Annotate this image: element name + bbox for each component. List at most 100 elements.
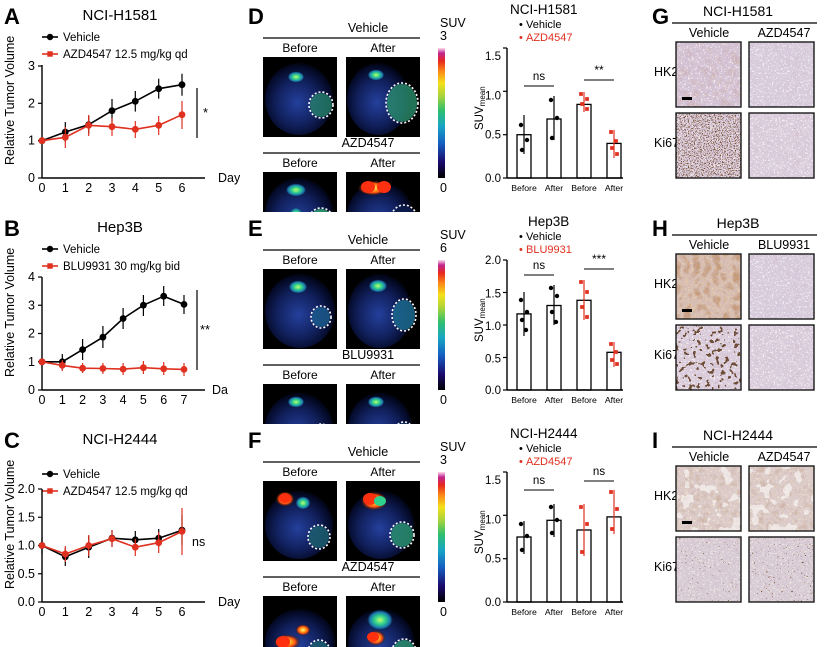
svg-text:2: 2 <box>85 605 92 619</box>
svg-text:7: 7 <box>181 393 188 407</box>
svg-text:Relative Tumor Volume: Relative Tumor Volume <box>3 36 17 165</box>
svg-text:3: 3 <box>109 181 116 195</box>
svg-text:HK2: HK2 <box>654 65 678 79</box>
svg-text:0.5: 0.5 <box>485 354 501 366</box>
svg-text:0.0: 0.0 <box>18 595 35 609</box>
svg-text:0: 0 <box>39 605 46 619</box>
svg-text:Before: Before <box>282 41 318 55</box>
svg-text:BLU9931: BLU9931 <box>526 244 572 256</box>
svg-text:Vehicle: Vehicle <box>63 32 100 44</box>
svg-text:AZD4547 12.5 mg/kg qd: AZD4547 12.5 mg/kg qd <box>63 486 188 498</box>
svg-text:*: * <box>203 105 208 120</box>
svg-text:After: After <box>545 607 563 617</box>
svg-text:1: 1 <box>28 134 35 148</box>
svg-text:SUVmean: SUVmean <box>474 298 487 342</box>
svg-text:6: 6 <box>179 181 186 195</box>
svg-text:**: ** <box>200 322 210 337</box>
svg-text:Day: Day <box>218 171 240 185</box>
svg-text:0: 0 <box>39 181 46 195</box>
svg-text:ns: ns <box>533 260 545 272</box>
svg-text:6: 6 <box>440 241 447 255</box>
svg-text:AZD4547: AZD4547 <box>526 456 572 468</box>
svg-text:Before: Before <box>282 253 318 267</box>
svg-text:4: 4 <box>132 605 139 619</box>
svg-text:Hep3B: Hep3B <box>717 215 760 231</box>
svg-text:0: 0 <box>440 605 447 619</box>
svg-text:6: 6 <box>179 605 186 619</box>
svg-text:After: After <box>370 465 395 479</box>
svg-text:3: 3 <box>109 605 116 619</box>
svg-text:After: After <box>370 253 395 267</box>
svg-text:After: After <box>370 41 395 55</box>
svg-text:1.0: 1.0 <box>485 90 501 102</box>
svg-text:4: 4 <box>120 393 127 407</box>
svg-text:0.0: 0.0 <box>485 385 501 397</box>
svg-text:Day: Day <box>218 595 240 609</box>
svg-text:ns: ns <box>533 475 545 487</box>
svg-text:3: 3 <box>28 59 35 73</box>
svg-text:Relative Tumor Volume: Relative Tumor Volume <box>3 460 17 589</box>
svg-text:BLU9931: BLU9931 <box>758 238 810 252</box>
svg-text:0.5: 0.5 <box>485 130 501 142</box>
svg-text:AZD4547: AZD4547 <box>342 136 395 150</box>
svg-text:**: ** <box>594 63 604 77</box>
svg-text:3: 3 <box>28 298 35 312</box>
svg-text:HK2: HK2 <box>654 489 678 503</box>
svg-text:Before: Before <box>571 183 597 193</box>
svg-text:AZD4547: AZD4547 <box>758 26 811 40</box>
svg-text:Before: Before <box>282 465 318 479</box>
svg-text:AZD4547: AZD4547 <box>342 560 395 574</box>
svg-text:3: 3 <box>440 453 447 467</box>
svg-text:5: 5 <box>155 181 162 195</box>
svg-text:SUV: SUV <box>440 16 466 30</box>
svg-text:SUVmean: SUVmean <box>474 86 487 130</box>
svg-text:SUV: SUV <box>440 440 466 454</box>
svg-text:2: 2 <box>79 393 86 407</box>
svg-text:0: 0 <box>28 171 35 185</box>
svg-text:Da: Da <box>212 383 228 397</box>
svg-text:Before: Before <box>511 607 537 617</box>
svg-text:•: • <box>519 443 523 455</box>
svg-text:SUVmean: SUVmean <box>474 510 487 554</box>
svg-text:Vehicle: Vehicle <box>689 238 729 252</box>
svg-text:Vehicle: Vehicle <box>63 244 100 256</box>
svg-text:Before: Before <box>571 395 597 405</box>
svg-text:1.5: 1.5 <box>485 289 501 301</box>
svg-text:•: • <box>519 32 523 44</box>
svg-text:BLU9931: BLU9931 <box>342 348 394 362</box>
svg-text:***: *** <box>592 252 606 266</box>
svg-text:AZD4547: AZD4547 <box>526 32 572 44</box>
svg-text:1: 1 <box>59 393 66 407</box>
svg-text:Before: Before <box>282 368 318 382</box>
svg-text:1.0: 1.0 <box>485 321 501 333</box>
svg-text:Before: Before <box>571 607 597 617</box>
svg-text:1.5: 1.5 <box>485 51 501 63</box>
svg-text:AZD4547 12.5 mg/kg qd: AZD4547 12.5 mg/kg qd <box>63 49 188 61</box>
svg-text:Vehicle: Vehicle <box>689 26 729 40</box>
svg-text:After: After <box>370 368 395 382</box>
svg-text:Relative Tumor Volume: Relative Tumor Volume <box>3 248 17 377</box>
svg-text:2: 2 <box>28 96 35 110</box>
svg-text:0.5: 0.5 <box>18 567 35 581</box>
svg-text:2.0: 2.0 <box>485 255 501 267</box>
svg-text:Vehicle: Vehicle <box>526 231 561 243</box>
svg-text:•: • <box>519 456 523 468</box>
svg-text:6: 6 <box>160 393 167 407</box>
svg-text:4: 4 <box>28 270 35 284</box>
svg-text:Vehicle: Vehicle <box>63 469 100 481</box>
svg-text:BLU9931 30 mg/kg bid: BLU9931 30 mg/kg bid <box>63 261 180 273</box>
svg-text:0: 0 <box>440 393 447 407</box>
svg-text:Before: Before <box>511 183 537 193</box>
svg-text:0.0: 0.0 <box>485 173 501 185</box>
svg-text:0.5: 0.5 <box>485 554 501 566</box>
svg-text:2: 2 <box>28 327 35 341</box>
svg-text:ns: ns <box>533 71 545 83</box>
svg-text:After: After <box>605 607 623 617</box>
svg-text:Hep3B: Hep3B <box>97 219 143 236</box>
svg-text:NCI-H2444: NCI-H2444 <box>510 426 578 441</box>
svg-text:0: 0 <box>39 393 46 407</box>
svg-text:Vehicle: Vehicle <box>526 443 561 455</box>
svg-text:After: After <box>605 183 623 193</box>
svg-text:NCI-H2444: NCI-H2444 <box>82 431 157 448</box>
svg-text:1: 1 <box>28 355 35 369</box>
